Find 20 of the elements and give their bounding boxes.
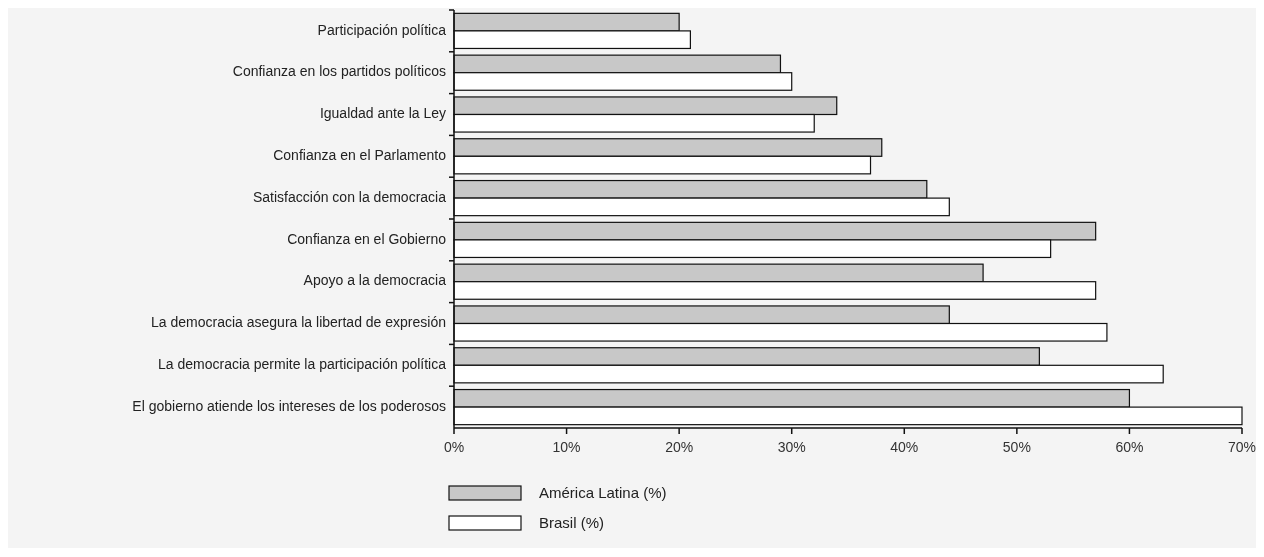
y-tick-label: Igualdad ante la Ley xyxy=(319,105,446,122)
y-tick-label: Confianza en los partidos políticos xyxy=(232,63,446,80)
x-tick-label: 20% xyxy=(665,439,694,455)
y-tick-label: Participación política xyxy=(317,21,447,38)
x-tick-label: 70% xyxy=(1227,439,1257,455)
legend-label: América Latina (%) xyxy=(539,484,667,501)
x-tick-label: 0% xyxy=(443,439,465,455)
y-tick-label: Confianza en el Gobierno xyxy=(287,230,447,247)
x-tick-label: 60% xyxy=(1115,439,1144,455)
y-tick-label: Confianza en el Parlamento xyxy=(273,147,447,163)
x-tick-label: 50% xyxy=(1002,439,1031,455)
legend-label: Brasil (%) xyxy=(539,514,605,531)
y-tick-label: Satisfacción con la democracia xyxy=(253,188,447,205)
y-tick-label: La democracia asegura la libertad de expresión xyxy=(151,314,446,331)
x-tick-label: 10% xyxy=(552,439,581,455)
x-tick-label: 30% xyxy=(777,439,806,455)
y-tick-label: La democracia permite la participación política xyxy=(158,356,447,372)
y-tick-label: Apoyo a la democracia xyxy=(303,272,447,289)
x-tick-label: 40% xyxy=(890,439,919,455)
y-tick-label: El gobierno atiende los intereses de los poderosos xyxy=(132,397,446,414)
